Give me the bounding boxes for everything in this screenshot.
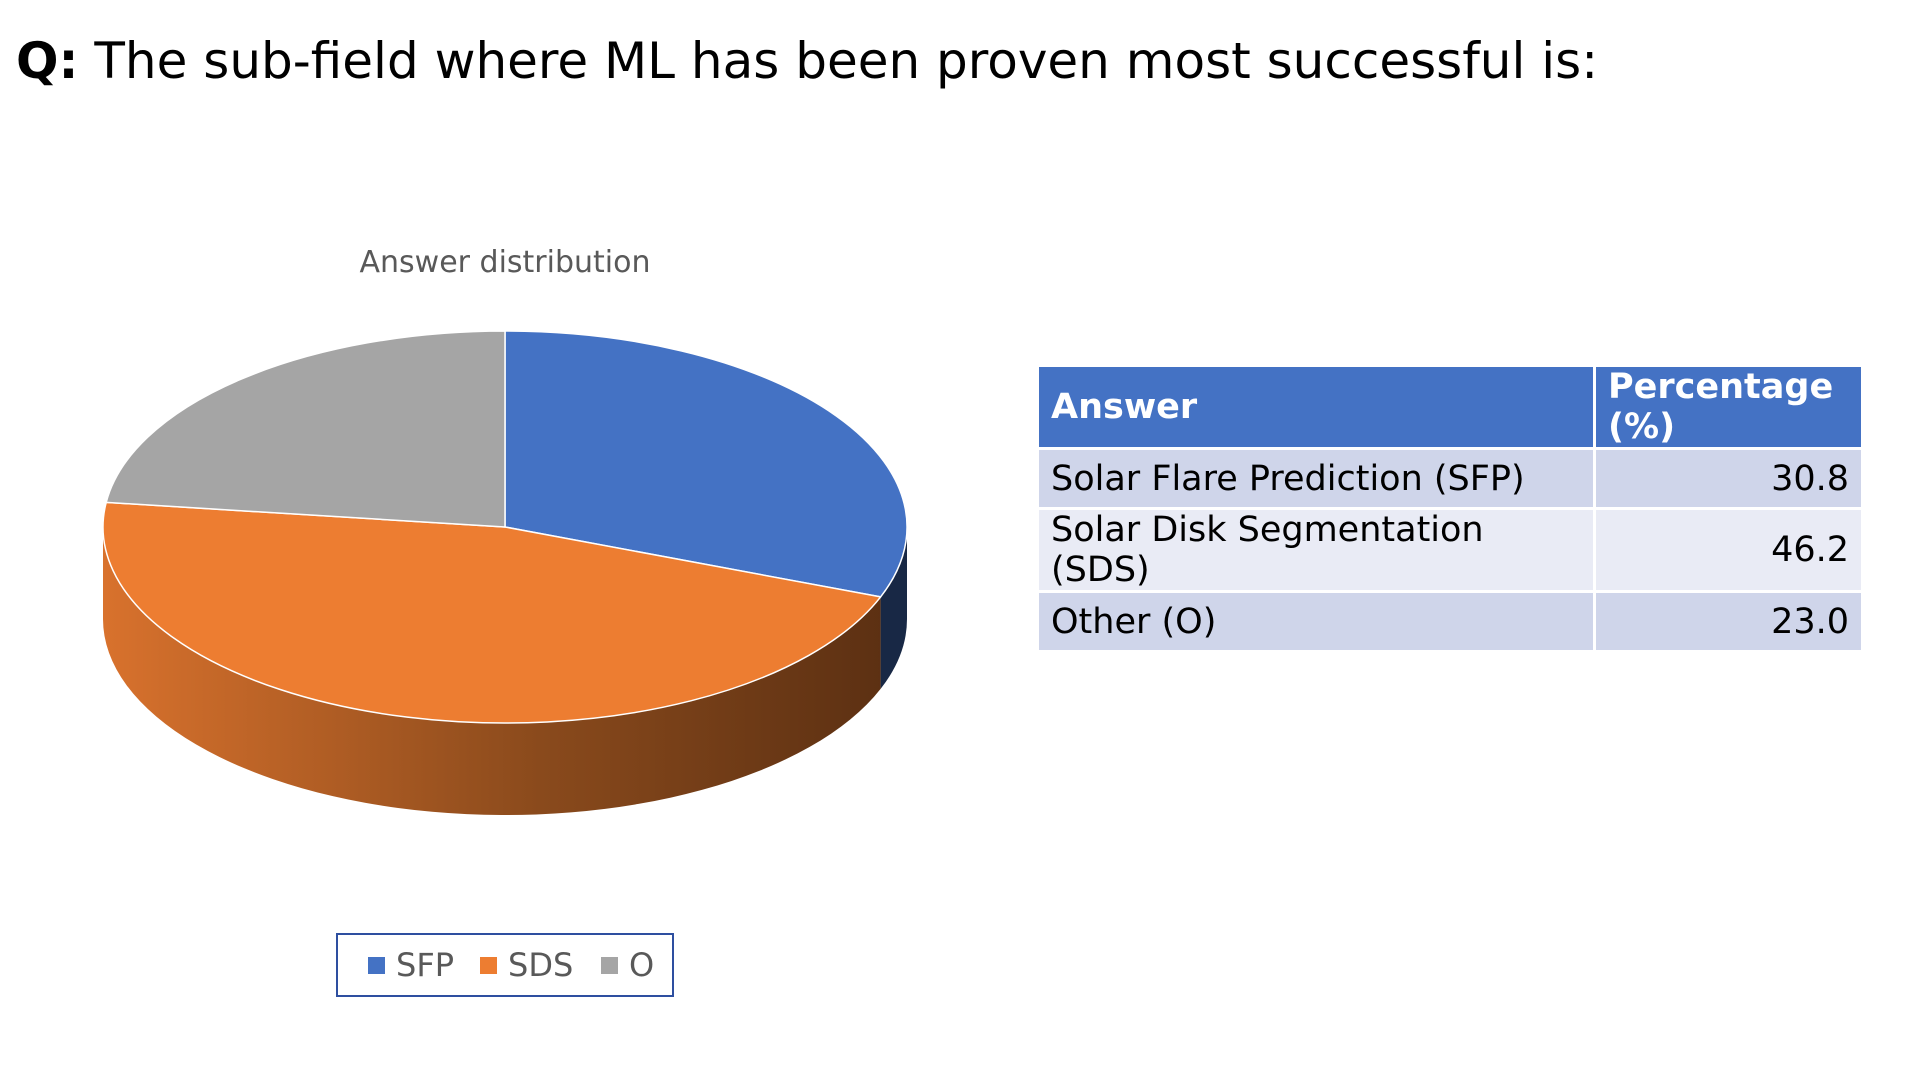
pie-slice-sds <box>102 501 882 724</box>
header-percentage: Percentage (%) <box>1593 364 1864 450</box>
legend-label-sds: SDS <box>508 946 573 984</box>
question-text: The sub-field where ML has been proven m… <box>78 32 1599 90</box>
pie-side-sds <box>102 527 881 816</box>
row-percentage: 30.8 <box>1593 447 1864 510</box>
question-prefix: Q: <box>16 32 79 90</box>
pie-slice-o <box>105 330 506 528</box>
row-percentage: 23.0 <box>1593 590 1864 653</box>
legend-label-o: O <box>629 946 654 984</box>
chart-title: Answer distribution <box>360 245 651 280</box>
table-row: Solar Flare Prediction (SFP) 30.8 <box>1036 447 1864 510</box>
table-header-row: Answer Percentage (%) <box>1036 364 1864 450</box>
header-answer: Answer <box>1036 364 1596 450</box>
row-answer: Other (O) <box>1036 590 1596 653</box>
row-percentage: 46.2 <box>1593 507 1864 593</box>
pie-chart: Answer distribution SFP SDS O <box>102 245 908 997</box>
table-row: Other (O) 23.0 <box>1036 590 1864 653</box>
table-row: Solar Disk Segmentation (SDS) 46.2 <box>1036 507 1864 593</box>
legend-swatch-sds <box>480 957 497 974</box>
pie-side-sfp <box>880 527 907 689</box>
legend-label-sfp: SFP <box>396 946 454 984</box>
chart-legend: SFP SDS O <box>336 933 674 997</box>
answer-table: Answer Percentage (%) Solar Flare Predic… <box>1036 364 1864 653</box>
row-answer: Solar Flare Prediction (SFP) <box>1036 447 1596 510</box>
legend-swatch-sfp <box>368 957 385 974</box>
question-title: Q: The sub-field where ML has been prove… <box>16 26 1598 96</box>
legend-border <box>336 933 674 997</box>
row-answer: Solar Disk Segmentation (SDS) <box>1036 507 1596 593</box>
legend-swatch-o <box>601 957 618 974</box>
pie-slice-sfp <box>504 330 908 598</box>
